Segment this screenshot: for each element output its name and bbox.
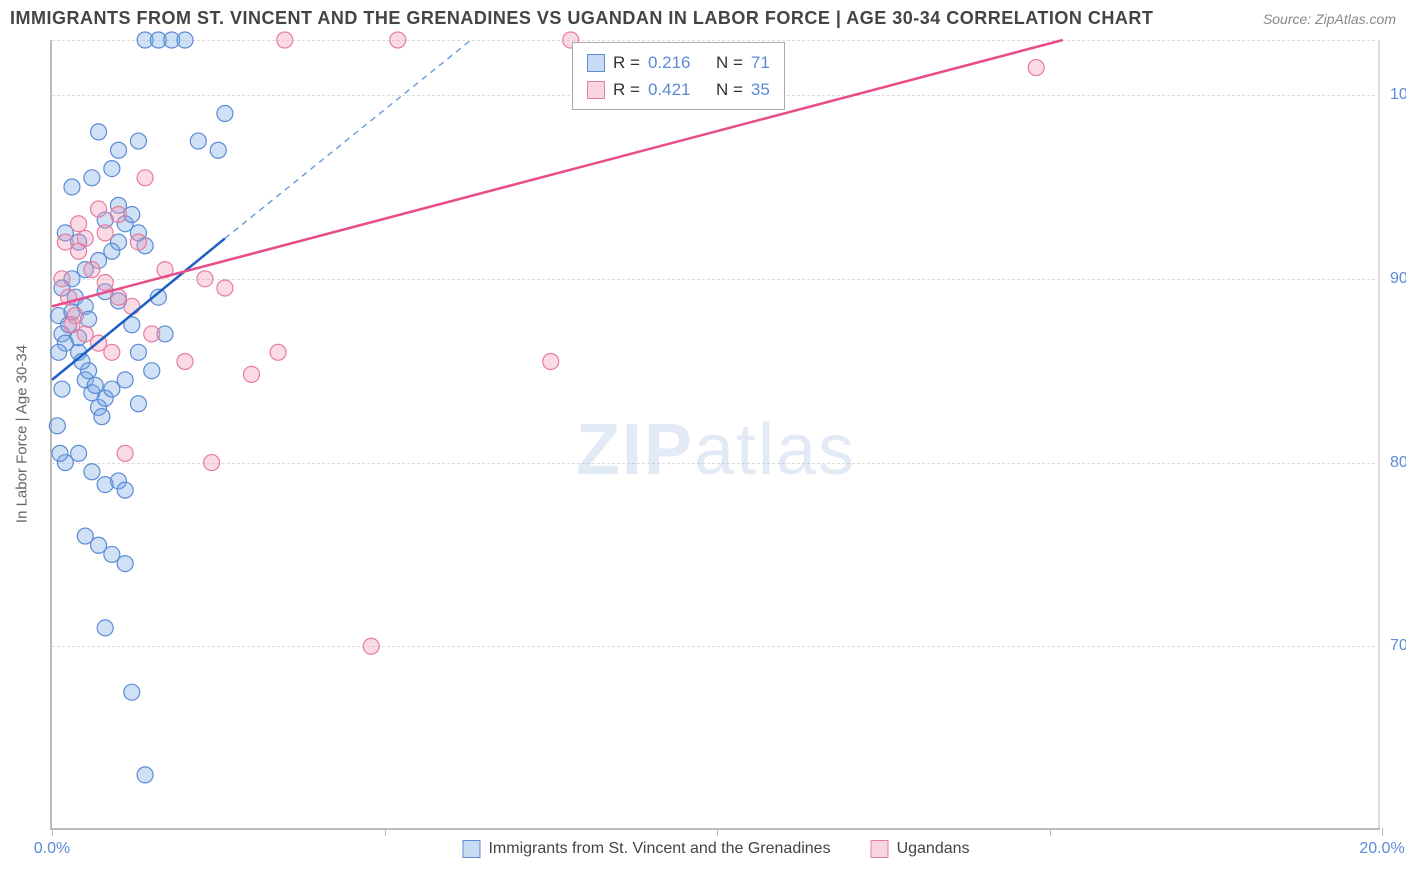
plot-svg [52,40,1380,828]
legend-label-pink: Ugandans [897,840,970,858]
r-label: R = [613,76,640,103]
data-point [64,179,80,195]
data-point [1028,60,1044,76]
y-tick-label: 100.0% [1390,86,1406,104]
n-value-blue: 71 [751,49,770,76]
n-label: N = [716,76,743,103]
data-point [117,482,133,498]
data-point [84,464,100,480]
swatch-blue-icon [587,54,605,72]
legend-row-blue: R = 0.216 N = 71 [587,49,770,76]
legend-label-blue: Immigrants from St. Vincent and the Gren… [488,840,830,858]
data-point [130,234,146,250]
swatch-pink-icon [587,81,605,99]
data-point [177,32,193,48]
data-point [244,366,260,382]
data-point [84,170,100,186]
data-point [117,445,133,461]
data-point [97,225,113,241]
data-point [130,344,146,360]
data-point [71,445,87,461]
r-label: R = [613,49,640,76]
x-tick [52,828,53,836]
data-point [217,280,233,296]
legend-item-pink: Ugandans [871,840,970,858]
data-point [81,363,97,379]
data-point [137,767,153,783]
scatter-plot: In Labor Force | Age 30-34 70.0%80.0%90.… [50,40,1380,830]
data-point [137,170,153,186]
data-point [543,354,559,370]
data-point [111,142,127,158]
n-label: N = [716,49,743,76]
data-point [91,201,107,217]
swatch-blue-icon [462,840,480,858]
data-point [363,638,379,654]
data-point [270,344,286,360]
data-point [104,344,120,360]
data-point [97,620,113,636]
data-point [130,396,146,412]
data-point [84,262,100,278]
data-point [117,556,133,572]
x-tick [1382,828,1383,836]
data-point [390,32,406,48]
data-point [97,275,113,291]
legend-stats: R = 0.216 N = 71 R = 0.421 N = 35 [572,42,785,110]
data-point [124,684,140,700]
r-value-pink: 0.421 [648,76,691,103]
bottom-legend: Immigrants from St. Vincent and the Gren… [462,840,969,858]
y-tick-label: 80.0% [1390,454,1406,472]
data-point [71,216,87,232]
data-point [197,271,213,287]
data-point [104,161,120,177]
data-point [117,372,133,388]
trend-line [225,40,471,238]
data-point [144,363,160,379]
x-tick [717,828,718,836]
data-point [217,105,233,121]
data-point [54,381,70,397]
x-tick-label: 0.0% [34,840,70,858]
x-tick [1050,828,1051,836]
y-axis-title: In Labor Force | Age 30-34 [14,345,31,523]
data-point [94,409,110,425]
data-point [77,230,93,246]
data-point [277,32,293,48]
x-tick-label: 20.0% [1359,840,1404,858]
data-point [91,124,107,140]
data-point [144,326,160,342]
data-point [51,344,67,360]
swatch-pink-icon [871,840,889,858]
data-point [210,142,226,158]
r-value-blue: 0.216 [648,49,691,76]
data-point [111,207,127,223]
y-tick-label: 90.0% [1390,270,1406,288]
source-label: Source: ZipAtlas.com [1263,11,1396,27]
data-point [190,133,206,149]
legend-item-blue: Immigrants from St. Vincent and the Gren… [462,840,830,858]
data-point [54,271,70,287]
y-tick-label: 70.0% [1390,637,1406,655]
trend-line [52,40,1063,306]
n-value-pink: 35 [751,76,770,103]
x-tick [385,828,386,836]
data-point [130,133,146,149]
chart-title: IMMIGRANTS FROM ST. VINCENT AND THE GREN… [10,8,1153,29]
legend-row-pink: R = 0.421 N = 35 [587,76,770,103]
data-point [204,455,220,471]
data-point [52,445,68,461]
data-point [124,298,140,314]
data-point [49,418,65,434]
data-point [67,308,83,324]
data-point [177,354,193,370]
